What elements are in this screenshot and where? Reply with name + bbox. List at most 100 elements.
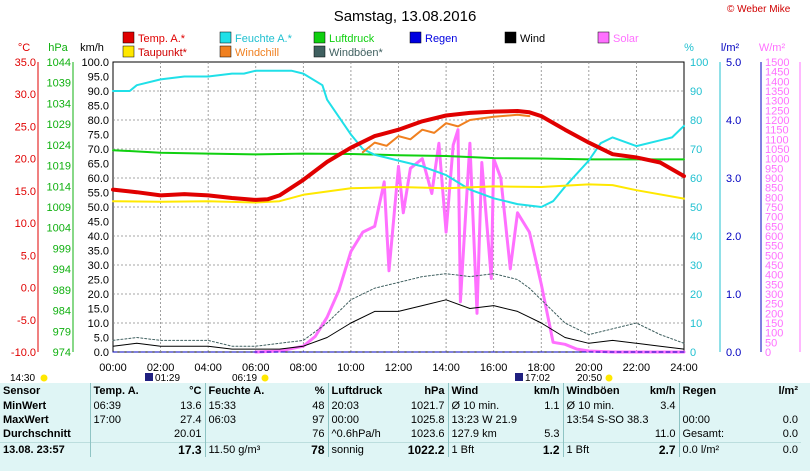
- wind-tick-label: 15.0: [88, 304, 109, 316]
- cell: Gesamt:: [678, 427, 745, 443]
- legend-swatch: [219, 31, 232, 44]
- moonset-icon: [515, 373, 523, 381]
- cell: 06:03: [204, 413, 273, 428]
- stats-grid: Sensor Temp. A. °C Feuchte A. % Luftdruc…: [0, 383, 801, 457]
- cell: 0.0: [782, 428, 798, 441]
- solar-tick-label: 850: [765, 183, 783, 195]
- cell: [204, 427, 273, 443]
- pressure-tick-label: 1004: [47, 223, 71, 235]
- cell: 0.0: [745, 441, 801, 457]
- cell: 1.2: [508, 441, 563, 457]
- cell: 15:33: [204, 399, 273, 414]
- cell: 27.4: [180, 414, 202, 427]
- solar-tick-label: 1450: [765, 67, 789, 79]
- wind-tick-label: 30.0: [88, 260, 109, 272]
- legend-swatch: [122, 31, 135, 44]
- series-gusts: [112, 273, 685, 347]
- pressure-tick-label: 1019: [47, 161, 71, 173]
- pressure-unit-label: hPa: [48, 42, 68, 54]
- wind-tick-label: 25.0: [88, 275, 109, 287]
- wind-tick-label: 90.0: [88, 86, 109, 98]
- legend-label: Wind: [520, 33, 545, 45]
- cell: 76: [312, 428, 325, 441]
- cell: [745, 399, 801, 413]
- pressure-tick-label: 994: [53, 264, 71, 276]
- cell: 1021.7: [410, 400, 445, 413]
- cell: 78: [273, 441, 328, 457]
- solar-tick-label: 750: [765, 202, 783, 214]
- humidity-tick-label: 70: [690, 144, 702, 156]
- header-humidity: Feuchte A.: [204, 383, 273, 399]
- x-tick-label: 16:00: [480, 362, 508, 374]
- x-tick-label: 04:00: [194, 362, 222, 374]
- wind-tick-label: 95.0: [88, 72, 109, 84]
- sunset-icon: [605, 374, 613, 382]
- cell: 0.0: [782, 414, 798, 427]
- solar-tick-label: 450: [765, 260, 783, 272]
- header-gusts-unit: km/h: [649, 385, 676, 397]
- cell: [562, 427, 631, 443]
- temp-tick-label: 30.0: [15, 89, 36, 101]
- legend-swatch: [313, 45, 326, 58]
- solar-tick-label: 100: [765, 328, 783, 340]
- wind-tick-label: 10.0: [88, 318, 109, 330]
- x-tick-label: 18:00: [527, 362, 555, 374]
- wind-tick-label: 65.0: [88, 159, 109, 171]
- cell: 127.9 km: [447, 427, 508, 443]
- row-label: MaxWert: [3, 414, 49, 427]
- temp-tick-label: 15.0: [15, 186, 36, 198]
- statistics-table: Sensor Temp. A. °C Feuchte A. % Luftdruc…: [0, 383, 810, 471]
- cell: 3.4: [660, 400, 676, 413]
- solar-tick-label: 50: [765, 337, 777, 349]
- chart-title: Samstag, 13.08.2016: [334, 8, 477, 25]
- cell: 1 Bft: [562, 441, 631, 457]
- pressure-tick-label: 1029: [47, 119, 71, 131]
- cell: 11.0: [654, 428, 676, 441]
- wind-tick-label: 50.0: [88, 202, 109, 214]
- cell: 1023.6: [410, 428, 445, 441]
- cell: 13.6: [180, 400, 202, 413]
- cell: 1022.2: [388, 441, 448, 457]
- humidity-unit-label: %: [684, 42, 694, 54]
- x-tick-label: 20:00: [575, 362, 603, 374]
- wind-unit-label: km/h: [80, 42, 104, 54]
- solar-tick-label: 1150: [765, 125, 789, 137]
- copyright-label: © Weber Mike: [727, 4, 791, 15]
- header-sensor: Sensor: [3, 385, 41, 397]
- wind-tick-label: 70.0: [88, 144, 109, 156]
- legend-label: Regen: [425, 33, 457, 45]
- rain-tick-label: 3.0: [726, 173, 741, 185]
- x-tick-label: 00:00: [99, 362, 127, 374]
- series-solar: [254, 128, 686, 354]
- wind-tick-label: 0.0: [94, 347, 109, 359]
- x-tick-label: 14:00: [432, 362, 460, 374]
- x-tick-label: 24:00: [670, 362, 698, 374]
- cell: [678, 399, 745, 414]
- plot-area: [112, 61, 685, 353]
- series-dewpoint: [112, 183, 685, 204]
- humidity-tick-label: 20: [690, 289, 702, 301]
- stats-header-row: Sensor Temp. A. °C Feuchte A. % Luftdruc…: [0, 383, 801, 399]
- pressure-tick-label: 984: [53, 306, 71, 318]
- series-wind: [112, 299, 685, 350]
- chart-axes: 35.0 30.0 25.0 20.0 15.0 10.0 5.0 0.0 -5.0 -10.0 1…: [11, 57, 801, 374]
- temp-tick-label: 25.0: [15, 121, 36, 133]
- cell: sonnig: [327, 441, 388, 457]
- header-pressure-unit: hPa: [424, 385, 445, 397]
- wind-tick-label: 45.0: [88, 217, 109, 229]
- sunrise-icon: [261, 374, 269, 382]
- solar-tick-label: 300: [765, 289, 783, 301]
- left-time-label: 14:30: [10, 373, 35, 383]
- cell: 13:54 S-SO 38.3: [562, 413, 679, 428]
- solar-tick-label: 350: [765, 279, 783, 291]
- series-temperature: [111, 109, 686, 202]
- header-humidity-unit: %: [314, 385, 325, 397]
- pressure-tick-label: 979: [53, 326, 71, 338]
- row-label: 13.08. 23:57: [0, 441, 90, 457]
- pressure-tick-label: 1039: [47, 78, 71, 90]
- solar-tick-label: 650: [765, 221, 783, 233]
- temp-tick-label: -10.0: [11, 347, 36, 359]
- series-windchill: [361, 113, 531, 154]
- solar-tick-label: 1000: [765, 154, 789, 166]
- cell: 48: [312, 400, 325, 413]
